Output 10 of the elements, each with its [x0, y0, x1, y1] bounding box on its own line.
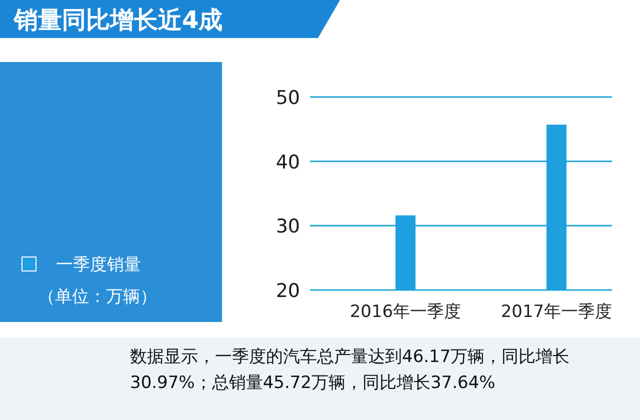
y-tick-label: 40: [276, 151, 300, 174]
text: 数据显示，一季度的汽车总产量达到46.17万辆，同比增长30.97%；总销量45.72万辆，同比增长37.64%: [130, 346, 571, 395]
x-tick-label: 2017年一季度: [500, 302, 612, 322]
legend-label: 一季度销量: [56, 255, 141, 275]
y-tick-label: 20: [276, 280, 300, 302]
y-tick-label: 50: [276, 87, 300, 109]
x-tick-label: 2016年一季度: [350, 302, 462, 322]
y-tick-label: 30: [276, 216, 300, 238]
legend-title: （单位：万辆）: [38, 287, 157, 307]
chart-title: 销量同比增长近4成: [13, 6, 223, 34]
